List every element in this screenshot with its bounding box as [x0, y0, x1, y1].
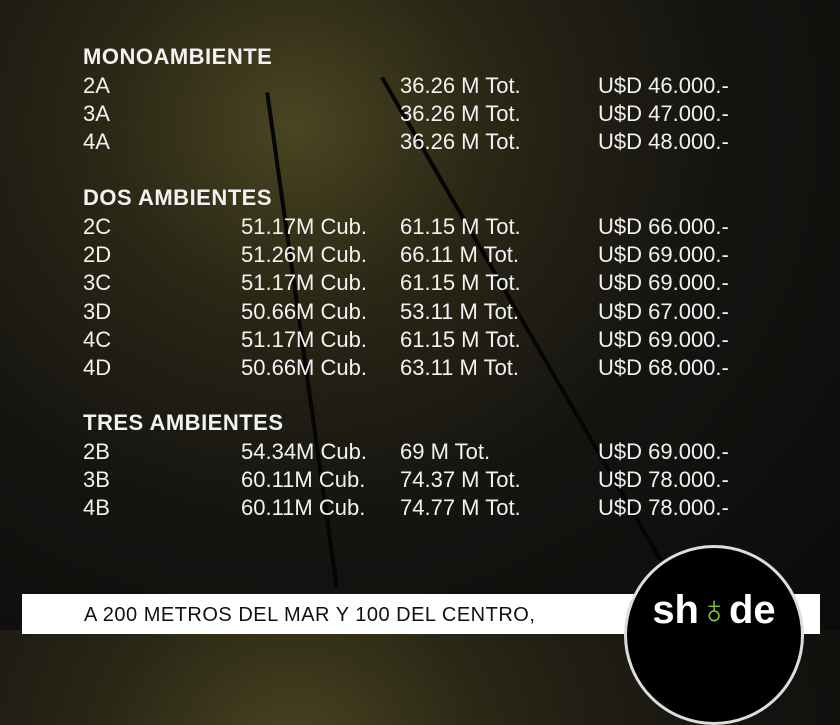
location-pin-icon: ♁: [699, 588, 729, 632]
price: U$D 69.000.-: [598, 270, 729, 296]
price: U$D 68.000.-: [598, 355, 729, 380]
price: U$D 47.000.-: [598, 101, 729, 127]
total-area: 53.11 M Tot.: [400, 298, 520, 324]
covered-area: 51.17M Cub.: [241, 214, 367, 239]
covered-area: 60.11M Cub.: [241, 467, 366, 493]
covered-area: 60.11M Cub.: [241, 495, 366, 521]
total-area: 61.15 M Tot.: [400, 326, 521, 352]
unit: 4A: [83, 129, 110, 155]
unit: 3B: [83, 467, 110, 493]
covered-area: 50.66M Cub.: [241, 355, 367, 380]
banner-text: A 200 METROS DEL MAR Y 100 DEL CENTRO,: [84, 604, 536, 626]
price: U$D 78.000.-: [598, 495, 729, 521]
unit: 4D: [83, 355, 112, 380]
price: U$D 69.000.-: [598, 242, 729, 268]
covered-area: 50.66M Cub.: [241, 298, 367, 324]
price: U$D 78.000.-: [598, 467, 729, 493]
total-area: 74.37 M Tot.: [400, 467, 521, 493]
logo-text: sh♁de: [652, 588, 776, 632]
total-area: 36.26 M Tot.: [400, 101, 521, 127]
section-title: DOS AMBIENTES: [83, 185, 273, 210]
price: U$D 46.000.-: [598, 73, 729, 98]
section-title: TRES AMBIENTES: [83, 410, 284, 435]
covered-area: 51.26M Cub.: [241, 242, 367, 268]
unit: 2D: [83, 242, 112, 268]
unit: 3A: [83, 101, 110, 127]
total-area: 61.15 M Tot.: [400, 270, 521, 296]
price: U$D 69.000.-: [598, 326, 729, 352]
unit: 4B: [83, 495, 110, 521]
total-area: 36.26 M Tot.: [400, 73, 521, 98]
unit: 2C: [83, 214, 112, 239]
total-area: 66.11 M Tot.: [400, 242, 520, 268]
unit: 2B: [83, 439, 110, 464]
unit: 2A: [83, 73, 110, 98]
total-area: 69 M Tot.: [400, 439, 491, 464]
covered-area: 54.34M Cub.: [241, 439, 367, 464]
unit: 3C: [83, 270, 112, 296]
total-area: 63.11 M Tot.: [400, 355, 520, 380]
price: U$D 67.000.-: [598, 298, 729, 324]
covered-area: 51.17M Cub.: [241, 326, 367, 352]
total-area: 74.77 M Tot.: [400, 495, 521, 521]
price: U$D 66.000.-: [598, 214, 729, 239]
brand-logo: sh♁de: [624, 545, 804, 725]
total-area: 61.15 M Tot.: [400, 214, 521, 239]
total-area: 36.26 M Tot.: [400, 129, 521, 155]
unit: 3D: [83, 298, 112, 324]
section-title: MONOAMBIENTE: [83, 44, 273, 69]
price: U$D 48.000.-: [598, 129, 729, 155]
price: U$D 69.000.-: [598, 439, 729, 464]
unit: 4C: [83, 326, 112, 352]
covered-area: 51.17M Cub.: [241, 270, 367, 296]
